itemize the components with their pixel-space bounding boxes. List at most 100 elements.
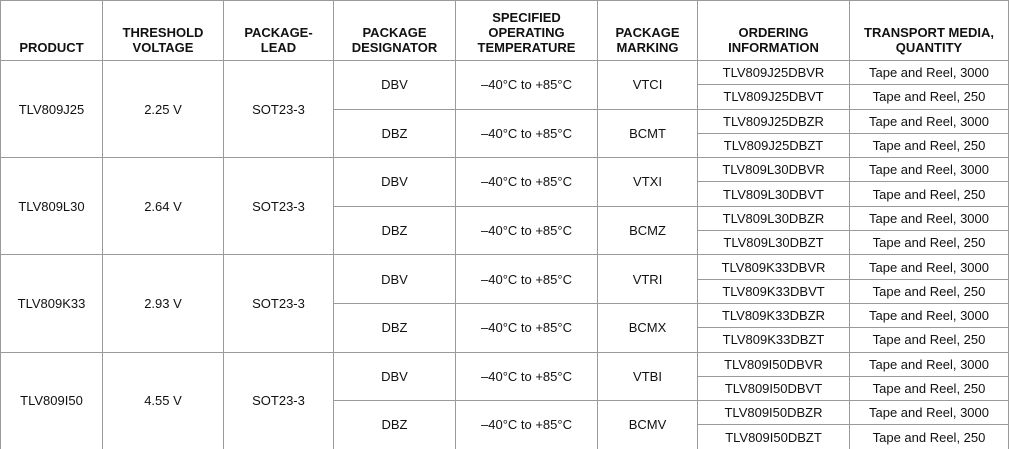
header-line: TEMPERATURE bbox=[477, 40, 576, 55]
table-row: TLV809K33DBVT Tape and Reel, 250 bbox=[1, 278, 1009, 304]
ordering-cell: TLV809L30DBVR bbox=[697, 157, 850, 183]
ordering-cell: TLV809J25DBZR bbox=[697, 108, 850, 134]
table-row: TLV809K33DBZT Tape and Reel, 250 bbox=[1, 327, 1009, 353]
package-lead-cell: SOT23-3 bbox=[223, 59, 334, 159]
header-line: DESIGNATOR bbox=[351, 40, 438, 55]
threshold-cell: 2.93 V bbox=[102, 254, 224, 353]
ordering-cell: TLV809K33DBZT bbox=[697, 327, 850, 353]
transport-cell: Tape and Reel, 3000 bbox=[849, 254, 1009, 280]
ordering-cell: TLV809J25DBZT bbox=[697, 132, 850, 159]
transport-cell: Tape and Reel, 250 bbox=[849, 327, 1009, 353]
transport-cell: Tape and Reel, 3000 bbox=[849, 59, 1009, 86]
table-row: TLV809I50 4.55 V SOT23-3 DBV –40°C to +85°C V… bbox=[0, 351, 1009, 449]
table-row: TLV809L30 2.64 V SOT23-3 DBV –40°C to +85°C V… bbox=[0, 157, 1009, 256]
temperature-cell: –40°C to +85°C bbox=[455, 205, 598, 256]
temperature-cell: –40°C to +85°C bbox=[455, 302, 598, 353]
threshold-cell: 2.64 V bbox=[102, 157, 224, 256]
threshold-cell: 4.55 V bbox=[102, 351, 224, 449]
table-row: DBZ –40°C to +85°C BCMT TLV809J25DBZR Tape a… bbox=[1, 108, 1009, 159]
table-body: TLV809J25 2.25 V SOT23-3 DBV –40°C to +85°C V… bbox=[0, 59, 1009, 449]
product-cell: TLV809K33 bbox=[0, 254, 103, 353]
ordering-cell: TLV809K33DBVT bbox=[697, 278, 850, 304]
transport-cell: Tape and Reel, 250 bbox=[849, 84, 1009, 110]
header-cell: PRODUCT bbox=[0, 0, 103, 61]
table-row: TLV809J25DBVT Tape and Reel, 250 bbox=[1, 84, 1009, 110]
table-row: TLV809K33 2.93 V SOT23-3 DBV –40°C to +85°C V… bbox=[0, 254, 1009, 353]
marking-cell: BCMT bbox=[597, 108, 698, 159]
table-row: TLV809J25DBZT Tape and Reel, 250 bbox=[1, 132, 1009, 159]
header-line: PACKAGE- bbox=[244, 25, 313, 40]
designator-cell: DBZ bbox=[333, 302, 456, 353]
marking-cell: VTRI bbox=[597, 254, 698, 304]
transport-cell: Tape and Reel, 250 bbox=[849, 230, 1009, 256]
table-row: DBZ –40°C to +85°C BCMX TLV809K33DBZR Tape a… bbox=[1, 302, 1009, 353]
designator-cell: DBZ bbox=[333, 205, 456, 256]
ordering-cell: TLV809L30DBZT bbox=[697, 230, 850, 256]
transport-cell: Tape and Reel, 3000 bbox=[849, 302, 1009, 329]
transport-cell: Tape and Reel, 3000 bbox=[849, 351, 1009, 377]
header-cell: SPECIFIED OPERATING TEMPERATURE bbox=[455, 0, 598, 61]
transport-cell: Tape and Reel, 250 bbox=[849, 181, 1009, 207]
package-lead-cell: SOT23-3 bbox=[223, 351, 334, 449]
ordering-cell: TLV809K33DBZR bbox=[697, 302, 850, 329]
temperature-cell: –40°C to +85°C bbox=[455, 351, 598, 402]
transport-cell: Tape and Reel, 3000 bbox=[849, 400, 1009, 426]
threshold-cell: 2.25 V bbox=[102, 59, 224, 159]
header-cell: PACKAGE MARKING bbox=[597, 0, 698, 61]
designator-cell: DBZ bbox=[333, 108, 456, 159]
transport-cell: Tape and Reel, 250 bbox=[849, 278, 1009, 304]
table-row: DBZ –40°C to +85°C BCMZ TLV809L30DBZR Tape a… bbox=[1, 205, 1009, 256]
transport-cell: Tape and Reel, 250 bbox=[849, 424, 1009, 449]
temperature-cell: –40°C to +85°C bbox=[455, 254, 598, 304]
ordering-cell: TLV809I50DBVR bbox=[697, 351, 850, 377]
table-row: TLV809I50DBVT Tape and Reel, 250 bbox=[1, 375, 1009, 402]
transport-cell: Tape and Reel, 3000 bbox=[849, 205, 1009, 232]
header-cell: PACKAGE DESIGNATOR bbox=[333, 0, 456, 61]
package-lead-cell: SOT23-3 bbox=[223, 254, 334, 353]
header-line: MARKING bbox=[616, 40, 679, 55]
header-cell: ORDERING INFORMATION bbox=[697, 0, 850, 61]
transport-cell: Tape and Reel, 3000 bbox=[849, 108, 1009, 134]
designator-cell: DBV bbox=[333, 351, 456, 402]
header-line: ORDERING bbox=[738, 25, 809, 40]
ordering-cell: TLV809K33DBVR bbox=[697, 254, 850, 280]
header-line: INFORMATION bbox=[728, 40, 819, 55]
table-row: DBZ –40°C to +85°C BCMV TLV809I50DBZR Tape a… bbox=[1, 400, 1009, 449]
ordering-cell: TLV809L30DBZR bbox=[697, 205, 850, 232]
table-header: PRODUCT THRESHOLD VOLTAGE PACKAGE- LEAD PACKA… bbox=[0, 0, 1009, 61]
ordering-cell: TLV809I50DBZT bbox=[697, 424, 850, 449]
transport-cell: Tape and Reel, 250 bbox=[849, 375, 1009, 402]
temperature-cell: –40°C to +85°C bbox=[455, 60, 598, 110]
ordering-cell: TLV809I50DBZR bbox=[697, 400, 850, 426]
header-line: PACKAGE bbox=[362, 25, 427, 40]
header-cell: THRESHOLD VOLTAGE bbox=[102, 0, 224, 61]
header-line: PACKAGE bbox=[615, 25, 680, 40]
transport-cell: Tape and Reel, 3000 bbox=[849, 157, 1009, 183]
transport-cell: Tape and Reel, 250 bbox=[849, 132, 1009, 159]
header-line: QUANTITY bbox=[895, 40, 963, 55]
ordering-cell: TLV809I50DBVT bbox=[697, 375, 850, 402]
marking-cell: BCMX bbox=[597, 302, 698, 353]
marking-cell: VTXI bbox=[597, 157, 698, 207]
designator-cell: DBV bbox=[333, 60, 456, 110]
header-line: OPERATING bbox=[488, 25, 565, 40]
table-row: TLV809L30DBZT Tape and Reel, 250 bbox=[1, 230, 1009, 256]
header-line: SPECIFIED bbox=[492, 10, 561, 25]
table-row: TLV809J25 2.25 V SOT23-3 DBV –40°C to +85°C V… bbox=[0, 59, 1009, 159]
marking-cell: BCMV bbox=[597, 400, 698, 449]
ordering-cell: TLV809L30DBVT bbox=[697, 181, 850, 207]
header-cell: TRANSPORT MEDIA, QUANTITY bbox=[849, 0, 1009, 61]
designator-cell: DBZ bbox=[333, 400, 456, 449]
package-lead-cell: SOT23-3 bbox=[223, 157, 334, 256]
designator-cell: DBV bbox=[333, 254, 456, 304]
header-line: THRESHOLD bbox=[122, 25, 204, 40]
header-row: PRODUCT THRESHOLD VOLTAGE PACKAGE- LEAD PACKA… bbox=[0, 0, 1009, 61]
ordering-cell: TLV809J25DBVT bbox=[697, 84, 850, 110]
marking-cell: BCMZ bbox=[597, 205, 698, 256]
product-cell: TLV809I50 bbox=[0, 351, 103, 449]
table-row: TLV809L30DBVT Tape and Reel, 250 bbox=[1, 181, 1009, 207]
marking-cell: VTBI bbox=[597, 351, 698, 402]
header-line: VOLTAGE bbox=[132, 40, 194, 55]
